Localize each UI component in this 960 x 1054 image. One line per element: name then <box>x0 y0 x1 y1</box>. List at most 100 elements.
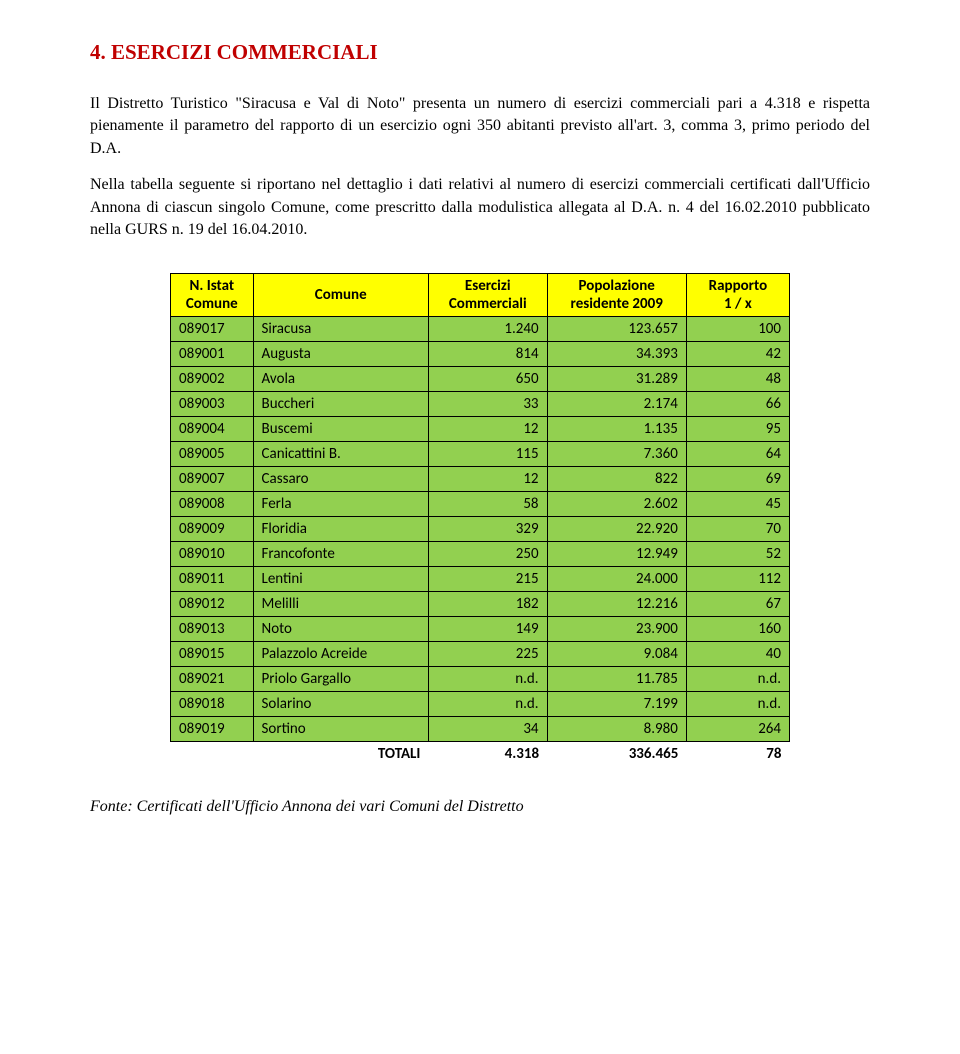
table-row: 089003Buccheri332.17466 <box>171 392 790 417</box>
cell-esercizi: 182 <box>428 592 547 617</box>
cell-istat: 089015 <box>171 642 254 667</box>
table-row: 089013Noto14923.900160 <box>171 617 790 642</box>
cell-esercizi: n.d. <box>428 667 547 692</box>
cell-comune: Sortino <box>253 717 428 742</box>
cell-rapporto: 40 <box>686 642 789 667</box>
cell-istat: 089017 <box>171 317 254 342</box>
table-row: 089002Avola65031.28948 <box>171 367 790 392</box>
col-header-popolazione: Popolazioneresidente 2009 <box>547 274 686 317</box>
cell-istat: 089021 <box>171 667 254 692</box>
cell-istat: 089001 <box>171 342 254 367</box>
cell-istat: 089019 <box>171 717 254 742</box>
table-row: 089010Francofonte25012.94952 <box>171 542 790 567</box>
cell-esercizi: 149 <box>428 617 547 642</box>
cell-popolazione: 2.602 <box>547 492 686 517</box>
table-totals-row: TOTALI 4.318 336.465 78 <box>171 742 790 767</box>
cell-popolazione: 7.199 <box>547 692 686 717</box>
cell-istat: 089007 <box>171 467 254 492</box>
cell-comune: Palazzolo Acreide <box>253 642 428 667</box>
cell-istat: 089013 <box>171 617 254 642</box>
cell-popolazione: 24.000 <box>547 567 686 592</box>
cell-comune: Siracusa <box>253 317 428 342</box>
cell-istat: 089003 <box>171 392 254 417</box>
cell-istat: 089018 <box>171 692 254 717</box>
table-header-row: N. IstatComune Comune EserciziCommercial… <box>171 274 790 317</box>
table-row: 089011Lentini21524.000112 <box>171 567 790 592</box>
col-header-istat: N. IstatComune <box>171 274 254 317</box>
cell-istat: 089004 <box>171 417 254 442</box>
cell-rapporto: 66 <box>686 392 789 417</box>
cell-comune: Augusta <box>253 342 428 367</box>
table-row: 089021Priolo Gargallon.d.11.785n.d. <box>171 667 790 692</box>
table-row: 089008Ferla582.60245 <box>171 492 790 517</box>
page-title: 4. ESERCIZI COMMERCIALI <box>90 40 870 65</box>
table-row: 089018Solarinon.d.7.199n.d. <box>171 692 790 717</box>
table-body: 089017Siracusa1.240123.657100089001Augus… <box>171 317 790 742</box>
cell-istat: 089010 <box>171 542 254 567</box>
cell-comune: Cassaro <box>253 467 428 492</box>
cell-rapporto: 264 <box>686 717 789 742</box>
cell-comune: Noto <box>253 617 428 642</box>
cell-comune: Ferla <box>253 492 428 517</box>
table-row: 089017Siracusa1.240123.657100 <box>171 317 790 342</box>
cell-esercizi: 12 <box>428 417 547 442</box>
table-row: 089015Palazzolo Acreide2259.08440 <box>171 642 790 667</box>
cell-esercizi: 115 <box>428 442 547 467</box>
cell-popolazione: 1.135 <box>547 417 686 442</box>
cell-esercizi: 225 <box>428 642 547 667</box>
cell-popolazione: 34.393 <box>547 342 686 367</box>
cell-esercizi: 34 <box>428 717 547 742</box>
cell-popolazione: 22.920 <box>547 517 686 542</box>
cell-popolazione: 9.084 <box>547 642 686 667</box>
cell-popolazione: 822 <box>547 467 686 492</box>
cell-comune: Canicattini B. <box>253 442 428 467</box>
cell-istat: 089012 <box>171 592 254 617</box>
cell-rapporto: 48 <box>686 367 789 392</box>
cell-rapporto: n.d. <box>686 692 789 717</box>
totals-popolazione: 336.465 <box>547 742 686 767</box>
cell-popolazione: 31.289 <box>547 367 686 392</box>
cell-popolazione: 8.980 <box>547 717 686 742</box>
cell-esercizi: 58 <box>428 492 547 517</box>
cell-rapporto: 45 <box>686 492 789 517</box>
cell-esercizi: 215 <box>428 567 547 592</box>
cell-popolazione: 7.360 <box>547 442 686 467</box>
cell-esercizi: 250 <box>428 542 547 567</box>
cell-comune: Melilli <box>253 592 428 617</box>
source-line: Fonte: Certificati dell'Ufficio Annona d… <box>90 798 870 816</box>
cell-rapporto: 67 <box>686 592 789 617</box>
cell-esercizi: 1.240 <box>428 317 547 342</box>
cell-esercizi: 33 <box>428 392 547 417</box>
cell-istat: 089009 <box>171 517 254 542</box>
cell-comune: Buscemi <box>253 417 428 442</box>
cell-rapporto: 42 <box>686 342 789 367</box>
cell-rapporto: 69 <box>686 467 789 492</box>
paragraph-1: Il Distretto Turistico "Siracusa e Val d… <box>90 93 870 160</box>
table-row: 089009Floridia32922.92070 <box>171 517 790 542</box>
col-header-esercizi: EserciziCommerciali <box>428 274 547 317</box>
cell-istat: 089005 <box>171 442 254 467</box>
cell-esercizi: 650 <box>428 367 547 392</box>
cell-rapporto: 52 <box>686 542 789 567</box>
cell-popolazione: 12.949 <box>547 542 686 567</box>
cell-comune: Solarino <box>253 692 428 717</box>
cell-istat: 089002 <box>171 367 254 392</box>
cell-rapporto: 112 <box>686 567 789 592</box>
cell-rapporto: n.d. <box>686 667 789 692</box>
cell-rapporto: 70 <box>686 517 789 542</box>
cell-comune: Lentini <box>253 567 428 592</box>
cell-istat: 089011 <box>171 567 254 592</box>
cell-comune: Priolo Gargallo <box>253 667 428 692</box>
cell-comune: Avola <box>253 367 428 392</box>
cell-rapporto: 100 <box>686 317 789 342</box>
table-row: 089012Melilli18212.21667 <box>171 592 790 617</box>
cell-rapporto: 64 <box>686 442 789 467</box>
paragraph-2: Nella tabella seguente si riportano nel … <box>90 174 870 241</box>
cell-esercizi: 12 <box>428 467 547 492</box>
cell-esercizi: n.d. <box>428 692 547 717</box>
table-row: 089007Cassaro1282269 <box>171 467 790 492</box>
cell-istat: 089008 <box>171 492 254 517</box>
col-header-comune: Comune <box>253 274 428 317</box>
col-header-rapporto: Rapporto1 / x <box>686 274 789 317</box>
table-container: N. IstatComune Comune EserciziCommercial… <box>90 273 870 766</box>
